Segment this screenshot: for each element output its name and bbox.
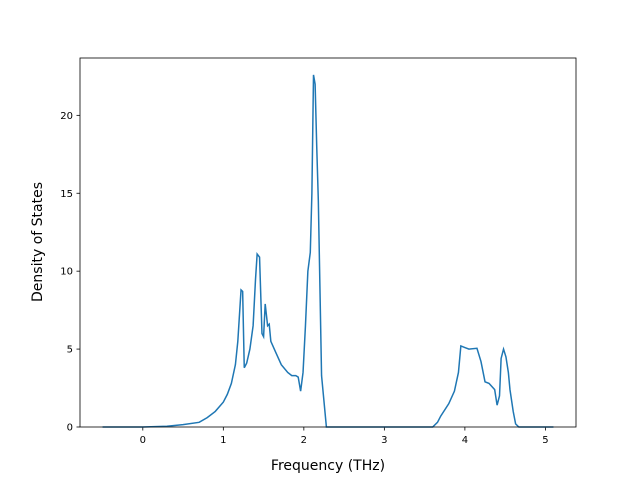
y-tick-label: 15 xyxy=(60,189,73,200)
x-tick-label: 0 xyxy=(140,435,146,446)
y-tick-label: 20 xyxy=(60,111,73,122)
y-tick-label: 10 xyxy=(60,267,73,278)
x-tick-label: 1 xyxy=(220,435,226,446)
y-tick-label: 0 xyxy=(67,423,73,434)
x-axis-label: Frequency (THz) xyxy=(271,458,385,474)
line xyxy=(102,74,554,428)
y-axis-label: Density of States xyxy=(30,182,46,302)
y-tick-label: 5 xyxy=(67,345,73,356)
x-tick-label: 4 xyxy=(462,435,468,446)
plot-frame xyxy=(79,57,577,428)
x-tick-label: 3 xyxy=(381,435,387,446)
x-tick-label: 5 xyxy=(542,435,548,446)
x-tick-label: 2 xyxy=(301,435,307,446)
